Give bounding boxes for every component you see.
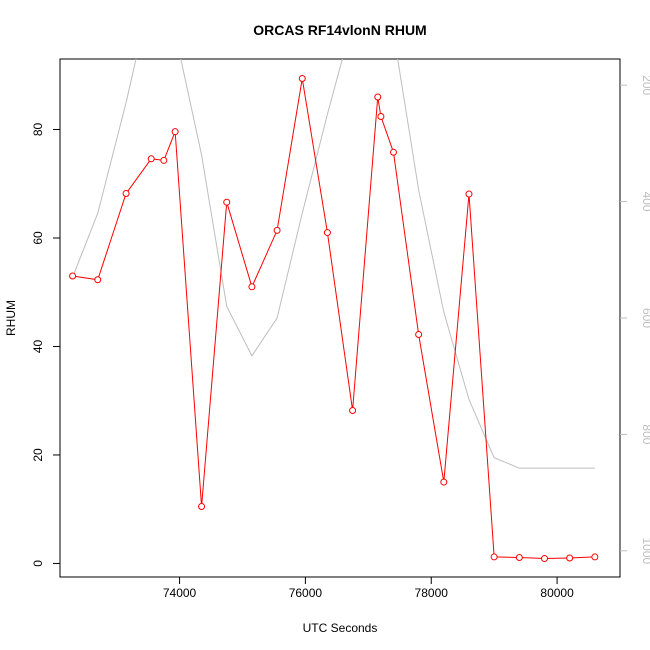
rhum-data-point bbox=[465, 190, 473, 198]
y2-tick-label: 800 bbox=[640, 424, 650, 444]
y-tick-label: 40 bbox=[31, 339, 45, 353]
chart-title: ORCAS RF14vlonN RHUM bbox=[253, 22, 426, 38]
y-axis-right: 200 400 600 800 1000 bbox=[620, 75, 650, 564]
rhum-data-point bbox=[122, 190, 130, 198]
rhum-data-point bbox=[515, 553, 523, 561]
y2-tick-label: 600 bbox=[640, 308, 650, 328]
rhum-data-point bbox=[566, 554, 574, 562]
x-axis-label: UTC Seconds bbox=[303, 621, 378, 635]
y2-tick-label: 1000 bbox=[640, 537, 650, 564]
rhum-data-point bbox=[273, 226, 281, 234]
y-tick-label: 80 bbox=[31, 123, 45, 137]
rhum-data-point bbox=[171, 128, 179, 136]
x-tick-label: 78000 bbox=[415, 586, 449, 600]
y2-tick-label: 200 bbox=[640, 75, 650, 95]
rhum-data-point bbox=[349, 406, 357, 414]
x-tick-label: 80000 bbox=[540, 586, 574, 600]
rhum-data-point bbox=[323, 229, 331, 237]
y2-tick-label: 400 bbox=[640, 192, 650, 212]
rhum-data-point bbox=[540, 555, 548, 563]
rhum-data-point bbox=[490, 553, 498, 561]
rhum-data-point bbox=[147, 155, 155, 163]
x-tick-label: 76000 bbox=[289, 586, 323, 600]
x-tick-label: 74000 bbox=[163, 586, 197, 600]
rhum-data-point bbox=[440, 478, 448, 486]
rhum-data-point bbox=[223, 198, 231, 206]
rhum-series-line bbox=[72, 78, 595, 560]
x-axis: 74000 76000 78000 80000 bbox=[163, 577, 574, 600]
rhum-data-point bbox=[160, 156, 168, 164]
rhum-data-point bbox=[69, 272, 77, 280]
rhum-data-point bbox=[374, 93, 382, 101]
y-axis-label: RHUM bbox=[4, 300, 18, 336]
rhum-data-point bbox=[377, 112, 385, 120]
rhum-data-point bbox=[298, 75, 306, 83]
gray-series-line bbox=[72, 59, 595, 469]
rhum-data-point bbox=[94, 276, 102, 284]
y-tick-label: 60 bbox=[31, 231, 45, 245]
rhum-data-point bbox=[198, 502, 206, 510]
y-tick-label: 0 bbox=[31, 560, 45, 567]
y-tick-label: 20 bbox=[31, 448, 45, 462]
y-axis-left: 0 20 40 60 80 bbox=[31, 123, 60, 567]
rhum-data-point bbox=[248, 283, 256, 291]
series-layer bbox=[69, 59, 599, 563]
rhum-data-point bbox=[591, 553, 599, 561]
rhum-data-point bbox=[389, 148, 397, 156]
rhum-data-point bbox=[415, 331, 423, 339]
